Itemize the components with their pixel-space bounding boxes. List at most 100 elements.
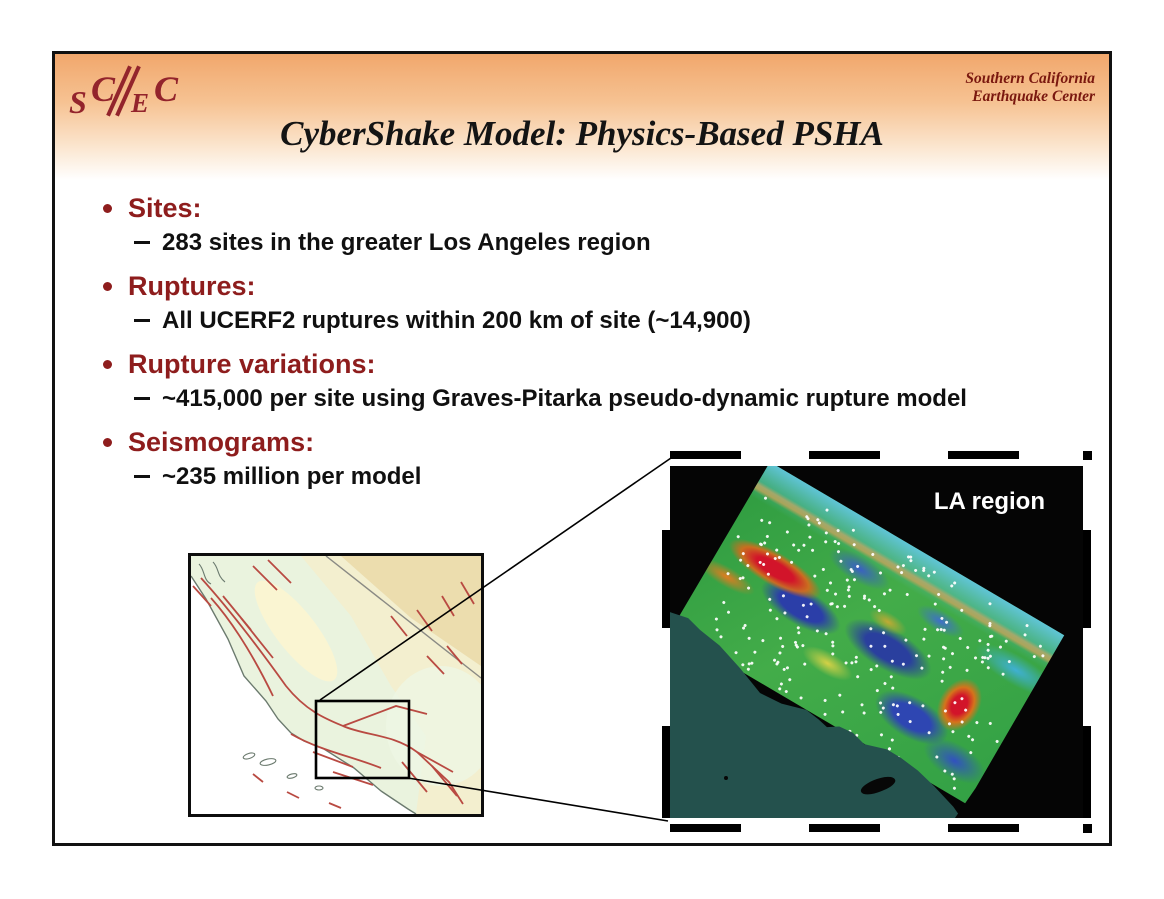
site-dot xyxy=(767,597,772,602)
site-dot xyxy=(951,786,956,791)
sub-bullet-text: 283 sites in the greater Los Angeles reg… xyxy=(162,229,651,256)
site-dot xyxy=(988,721,993,726)
site-dot xyxy=(862,593,867,598)
site-dot xyxy=(968,750,973,755)
site-dot xyxy=(733,650,739,655)
map-frame-dashes-left xyxy=(662,466,670,818)
site-dot xyxy=(965,646,970,651)
site-dot xyxy=(939,616,945,621)
site-dot xyxy=(780,644,785,649)
site-dot xyxy=(851,528,856,533)
site-dot xyxy=(959,696,964,701)
site-dot xyxy=(980,659,985,665)
site-dot xyxy=(936,592,941,597)
site-dot xyxy=(901,662,906,667)
site-dot xyxy=(987,623,992,629)
site-dot xyxy=(768,520,773,525)
site-dot xyxy=(855,674,861,679)
bullet-label: Rupture variations: xyxy=(128,349,376,379)
site-dot xyxy=(1000,672,1006,677)
map-frame-corner-tick xyxy=(1083,451,1092,460)
site-dot xyxy=(1024,624,1029,629)
bay-outlines xyxy=(198,561,226,585)
site-dot xyxy=(807,535,812,540)
site-dot xyxy=(725,571,730,576)
map-frame-dashes-bottom xyxy=(670,824,1083,832)
site-dot xyxy=(927,730,932,736)
site-dot xyxy=(768,608,773,613)
site-dot xyxy=(765,534,770,539)
site-dot xyxy=(796,625,801,631)
site-dot xyxy=(714,627,719,632)
site-dot xyxy=(777,555,782,560)
site-dot xyxy=(943,708,948,713)
california-map-graphic xyxy=(191,556,481,814)
site-dot xyxy=(882,681,888,686)
site-dot xyxy=(791,542,796,548)
site-dot xyxy=(896,564,901,570)
site-dot xyxy=(801,543,806,548)
site-dot xyxy=(750,661,755,666)
site-dot xyxy=(986,665,991,670)
site-dot xyxy=(783,610,788,615)
site-dot xyxy=(842,603,847,609)
site-dot xyxy=(977,638,982,643)
california-overview-map xyxy=(188,553,484,817)
site-dot xyxy=(778,635,783,640)
sub-bullet-dash xyxy=(134,397,150,400)
site-dot xyxy=(887,746,892,751)
map-frame-corner-tick xyxy=(1083,824,1092,833)
site-dot xyxy=(889,659,895,664)
site-dot xyxy=(824,587,829,593)
site-dot xyxy=(927,654,932,659)
site-dot xyxy=(835,604,840,609)
site-dot xyxy=(828,580,833,585)
site-dot xyxy=(877,570,883,575)
bullet-label: Ruptures: xyxy=(128,271,256,301)
site-dot xyxy=(871,552,876,557)
site-dot xyxy=(714,616,719,622)
site-dot xyxy=(765,551,770,556)
site-dot xyxy=(855,564,860,569)
site-dot xyxy=(785,665,790,670)
site-dot xyxy=(896,712,901,717)
site-dot xyxy=(824,508,829,513)
site-dot xyxy=(942,768,947,773)
bullet-list: Sites: 283 sites in the greater Los Ange… xyxy=(100,191,1090,503)
bullet-label: Seismograms: xyxy=(128,427,315,457)
la-region-label: LA region xyxy=(933,488,1045,515)
site-dot xyxy=(913,567,918,572)
site-dot xyxy=(1031,654,1037,659)
site-dot xyxy=(795,645,800,650)
site-dot xyxy=(876,608,881,613)
site-dot xyxy=(933,601,938,607)
site-dot xyxy=(939,678,944,683)
site-dot xyxy=(847,593,852,599)
site-dot xyxy=(860,703,865,708)
site-dot xyxy=(987,601,992,607)
site-dot xyxy=(805,516,810,521)
la-detail-map: LA region xyxy=(670,466,1083,818)
site-dot xyxy=(801,603,806,608)
site-dot xyxy=(774,547,779,552)
site-dot xyxy=(881,630,886,635)
site-dot xyxy=(773,556,778,562)
site-dot xyxy=(1041,653,1046,658)
site-dot xyxy=(953,580,958,586)
site-dot xyxy=(785,530,790,535)
site-dot xyxy=(950,651,955,656)
small-island xyxy=(723,775,728,780)
site-dot xyxy=(722,600,727,605)
site-dot xyxy=(960,719,965,724)
site-dot xyxy=(869,626,874,631)
site-dot xyxy=(919,666,924,671)
bullet-dot xyxy=(103,282,112,291)
site-dot xyxy=(882,591,888,596)
sub-bullet-text: All UCERF2 ruptures within 200 km of sit… xyxy=(162,307,751,334)
site-dot xyxy=(740,663,746,668)
site-dot xyxy=(973,655,978,661)
site-dot xyxy=(763,540,768,545)
site-dot xyxy=(926,573,931,578)
site-dot xyxy=(746,636,751,641)
site-dot xyxy=(908,718,913,724)
